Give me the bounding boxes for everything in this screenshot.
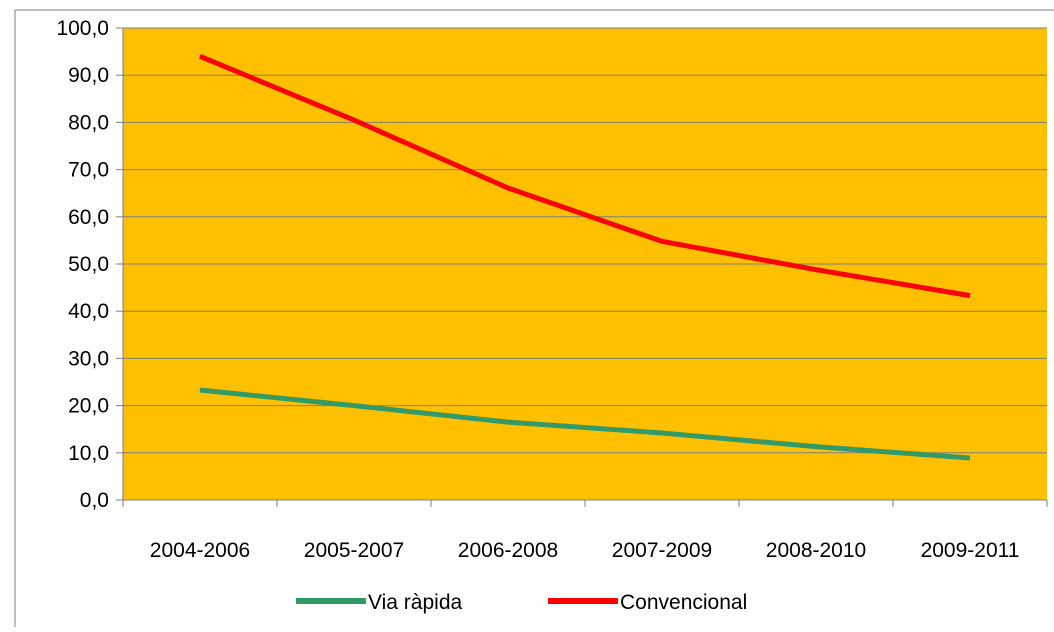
legend-item-convencional: Convencional <box>548 591 747 614</box>
y-tick-label: 20,0 <box>68 395 109 418</box>
y-tick-label: 40,0 <box>68 300 109 323</box>
x-tick-label: 2007-2009 <box>612 539 712 562</box>
y-tick-label: 0,0 <box>80 489 109 512</box>
x-tick-label: 2008-2010 <box>766 539 866 562</box>
y-tick-label: 90,0 <box>68 64 109 87</box>
y-tick-label: 50,0 <box>68 253 109 276</box>
legend-item-via-rapida: Via ràpida <box>296 591 463 614</box>
legend-label: Via ràpida <box>368 591 463 614</box>
y-tick-label: 10,0 <box>68 442 109 465</box>
x-tick-label: 2004-2006 <box>150 539 250 562</box>
x-tick-label: 2006-2008 <box>458 539 558 562</box>
y-tick-label: 100,0 <box>56 17 109 40</box>
legend-label: Convencional <box>620 591 747 614</box>
legend: Via ràpida Convencional <box>296 591 747 614</box>
y-tick-label: 70,0 <box>68 159 109 182</box>
y-tick-label: 60,0 <box>68 206 109 229</box>
x-tick-label: 2009-2011 <box>921 539 1020 562</box>
y-tick-label: 80,0 <box>68 111 109 134</box>
y-tick-label: 30,0 <box>68 347 109 370</box>
x-tick-label: 2005-2007 <box>304 539 404 562</box>
